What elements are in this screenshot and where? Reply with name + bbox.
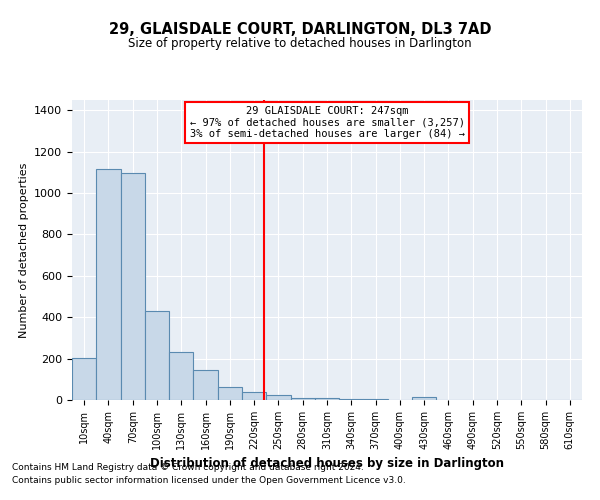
Bar — [193, 370, 218, 400]
Bar — [72, 358, 96, 400]
Bar — [96, 170, 121, 400]
Bar — [169, 352, 193, 400]
Bar — [339, 399, 364, 400]
Bar — [315, 398, 339, 400]
Bar — [121, 174, 145, 400]
Text: Contains public sector information licensed under the Open Government Licence v3: Contains public sector information licen… — [12, 476, 406, 485]
Text: 29, GLAISDALE COURT, DARLINGTON, DL3 7AD: 29, GLAISDALE COURT, DARLINGTON, DL3 7AD — [109, 22, 491, 38]
Text: 29 GLAISDALE COURT: 247sqm
← 97% of detached houses are smaller (3,257)
3% of se: 29 GLAISDALE COURT: 247sqm ← 97% of deta… — [190, 106, 464, 139]
Bar — [145, 311, 169, 400]
Bar — [218, 386, 242, 400]
Bar — [266, 395, 290, 400]
Y-axis label: Number of detached properties: Number of detached properties — [19, 162, 29, 338]
Bar — [290, 398, 315, 400]
Text: Contains HM Land Registry data © Crown copyright and database right 2024.: Contains HM Land Registry data © Crown c… — [12, 464, 364, 472]
Bar — [412, 397, 436, 400]
Text: Size of property relative to detached houses in Darlington: Size of property relative to detached ho… — [128, 38, 472, 51]
Bar — [242, 392, 266, 400]
X-axis label: Distribution of detached houses by size in Darlington: Distribution of detached houses by size … — [150, 458, 504, 470]
